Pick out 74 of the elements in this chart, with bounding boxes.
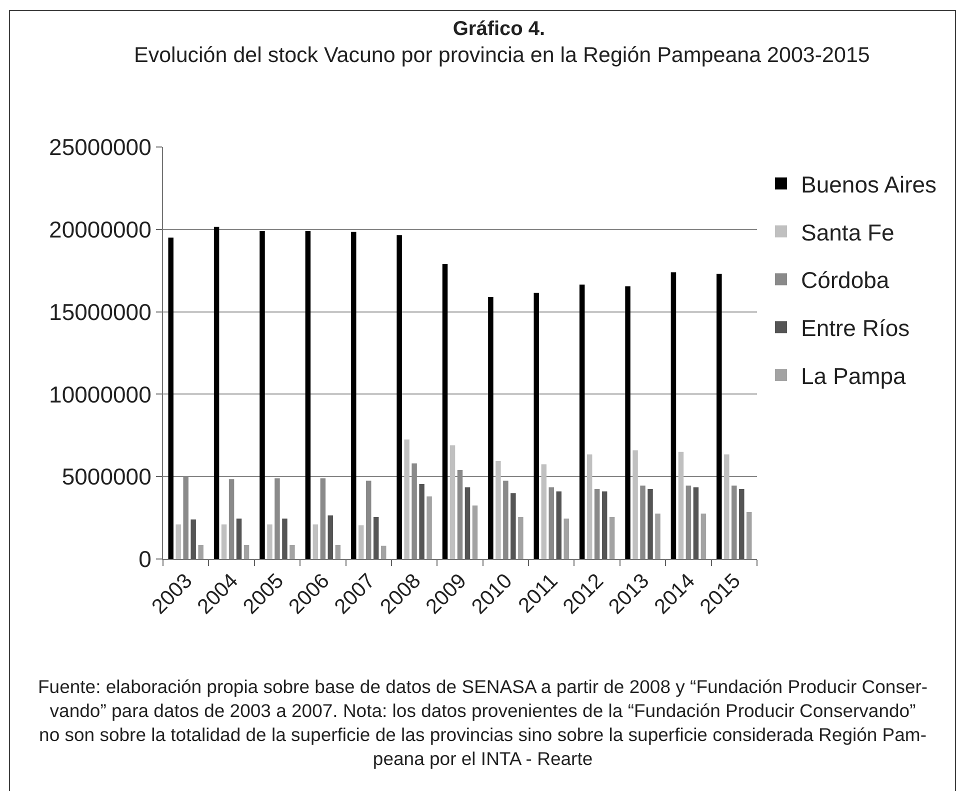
chart-subtitle: Evolución del stock Vacuno por provincia en la Región Pampeana 2003-2015 bbox=[134, 43, 870, 67]
bar bbox=[236, 518, 242, 559]
bar bbox=[594, 488, 600, 559]
bar bbox=[503, 480, 508, 559]
bar bbox=[732, 486, 737, 559]
bar bbox=[442, 264, 448, 559]
bar bbox=[625, 286, 630, 559]
bar bbox=[267, 524, 272, 559]
bar bbox=[282, 518, 288, 559]
bar bbox=[602, 491, 608, 559]
legend-label: Buenos Aires bbox=[801, 171, 937, 198]
bar bbox=[472, 505, 478, 559]
bar bbox=[579, 284, 585, 559]
bar bbox=[541, 464, 547, 559]
bar bbox=[724, 454, 730, 559]
bar bbox=[534, 292, 540, 559]
bar bbox=[716, 274, 722, 559]
bar bbox=[464, 487, 470, 559]
chart-title: Gráfico 4. bbox=[452, 18, 546, 40]
bar bbox=[168, 238, 174, 559]
legend-label: Córdoba bbox=[801, 267, 890, 294]
bar bbox=[632, 450, 638, 559]
bar bbox=[221, 524, 227, 559]
legend-label: Entre Ríos bbox=[801, 315, 910, 342]
bar bbox=[518, 516, 524, 559]
bar bbox=[380, 546, 386, 559]
bar bbox=[640, 486, 646, 559]
bar bbox=[228, 479, 234, 559]
bar bbox=[351, 232, 356, 559]
y-tick-label: 20000000 bbox=[49, 216, 152, 242]
y-tick-label: 0 bbox=[138, 546, 152, 572]
bar bbox=[655, 514, 660, 559]
bar bbox=[556, 491, 562, 559]
y-tick-label: 25000000 bbox=[49, 134, 152, 160]
bar bbox=[260, 231, 265, 559]
bar bbox=[214, 226, 220, 559]
bar bbox=[678, 452, 684, 559]
y-tick-label: 15000000 bbox=[49, 298, 152, 325]
bar bbox=[609, 516, 615, 559]
bar bbox=[496, 460, 501, 559]
bar bbox=[198, 544, 204, 559]
bar bbox=[366, 480, 372, 559]
bar bbox=[548, 487, 554, 559]
bar bbox=[290, 544, 295, 559]
y-tick-label: 10000000 bbox=[49, 381, 152, 408]
bar bbox=[358, 525, 364, 559]
bar bbox=[648, 488, 653, 559]
bar bbox=[746, 512, 752, 559]
bar bbox=[700, 514, 706, 559]
bar bbox=[488, 296, 494, 559]
bar bbox=[564, 518, 569, 559]
legend-label: Santa Fe bbox=[801, 219, 894, 246]
bar bbox=[190, 519, 196, 559]
bar bbox=[586, 454, 592, 559]
bar bbox=[305, 231, 311, 559]
bar bbox=[176, 524, 181, 559]
source-note: Fuente: elaboración propia sobre base de datos de SENASA a partir de 2008 y “Fundación Producir Conser- vando” para datos de 2003 a 2007. Nota: los datos provenientes de la “Fundación Producir Conservando” no son sobre la totalidad de la superficie de las provincias sino sobre la superficie considerada Región Pam- peana por el INTA - Rearte bbox=[38, 676, 928, 770]
bar bbox=[244, 544, 250, 559]
bar bbox=[328, 515, 334, 559]
bar bbox=[404, 440, 410, 559]
bar bbox=[739, 488, 744, 559]
bar bbox=[335, 544, 341, 559]
bar bbox=[450, 445, 456, 559]
bar bbox=[686, 486, 692, 559]
bar bbox=[419, 484, 424, 559]
bar bbox=[510, 493, 516, 559]
legend-label: La Pampa bbox=[801, 363, 906, 390]
bar bbox=[670, 272, 676, 559]
bar bbox=[426, 496, 432, 559]
bar bbox=[396, 235, 402, 559]
bar bbox=[373, 516, 379, 559]
bar bbox=[693, 487, 699, 559]
bar bbox=[312, 524, 318, 559]
y-tick-label: 5000000 bbox=[62, 464, 152, 490]
